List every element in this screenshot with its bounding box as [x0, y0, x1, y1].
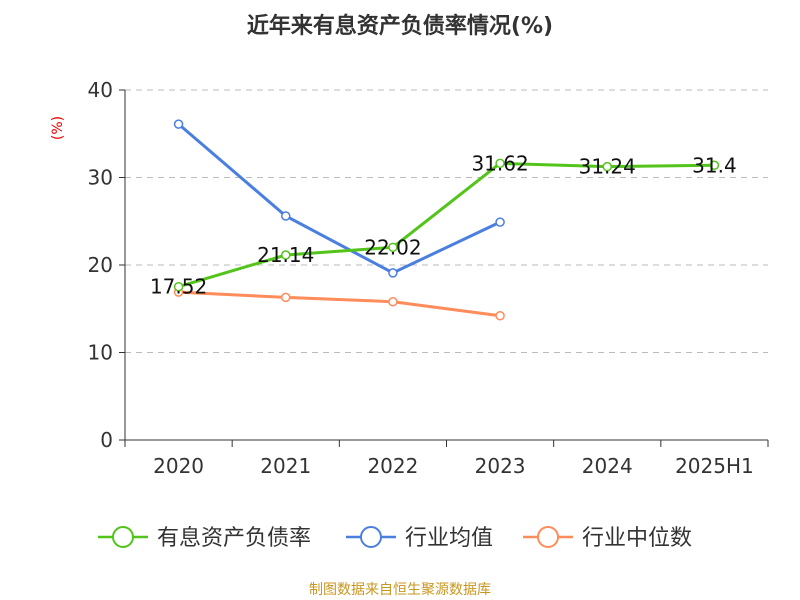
data-point[interactable]	[173, 119, 184, 129]
series-line	[177, 122, 501, 275]
data-label: 31.62	[471, 151, 528, 175]
y-tick-label: 10	[88, 341, 113, 365]
x-tick-label: 2022	[367, 454, 418, 478]
data-point[interactable]	[495, 311, 505, 321]
data-label: 17.52	[150, 275, 207, 299]
legend-label[interactable]: 有息资产负债率	[157, 526, 311, 551]
x-tick-label: 2023	[475, 454, 526, 478]
data-point[interactable]	[495, 217, 505, 227]
data-point[interactable]	[281, 211, 291, 221]
x-tick-label: 2024	[582, 454, 633, 478]
data-point[interactable]	[495, 158, 505, 169]
data-point[interactable]	[173, 281, 184, 292]
x-tick-label: 2025H1	[675, 454, 754, 478]
legend-marker[interactable]	[112, 526, 134, 548]
y-tick-label: 30	[88, 166, 113, 190]
data-point[interactable]	[281, 250, 291, 260]
y-tick-label: 40	[88, 78, 113, 102]
chart-title: 近年来有息资产负债率情况(%)	[247, 13, 553, 39]
data-point[interactable]	[281, 292, 291, 303]
series-line	[178, 161, 715, 289]
data-label: 21.14	[257, 243, 314, 267]
y-axis-label: (%)	[50, 116, 66, 140]
legend-label[interactable]: 行业中位数	[582, 526, 692, 551]
series-line	[178, 290, 501, 318]
data-label: 31.4	[692, 153, 737, 177]
y-tick-label: 0	[100, 428, 113, 452]
data-label: 22.02	[364, 235, 421, 259]
legend-label[interactable]: 行业均值	[405, 526, 493, 551]
y-tick-label: 20	[88, 253, 113, 277]
data-label: 31.24	[579, 155, 636, 179]
legend-marker[interactable]	[360, 526, 382, 548]
source-note: 制图数据来自恒生聚源数据库	[309, 582, 491, 598]
x-tick-label: 2020	[153, 454, 204, 478]
data-point[interactable]	[388, 297, 398, 307]
data-point[interactable]	[388, 242, 398, 253]
data-point[interactable]	[388, 268, 398, 278]
data-point[interactable]	[709, 160, 720, 170]
x-tick-label: 2021	[260, 454, 311, 478]
data-point[interactable]	[602, 161, 612, 172]
legend-marker[interactable]	[537, 526, 559, 548]
